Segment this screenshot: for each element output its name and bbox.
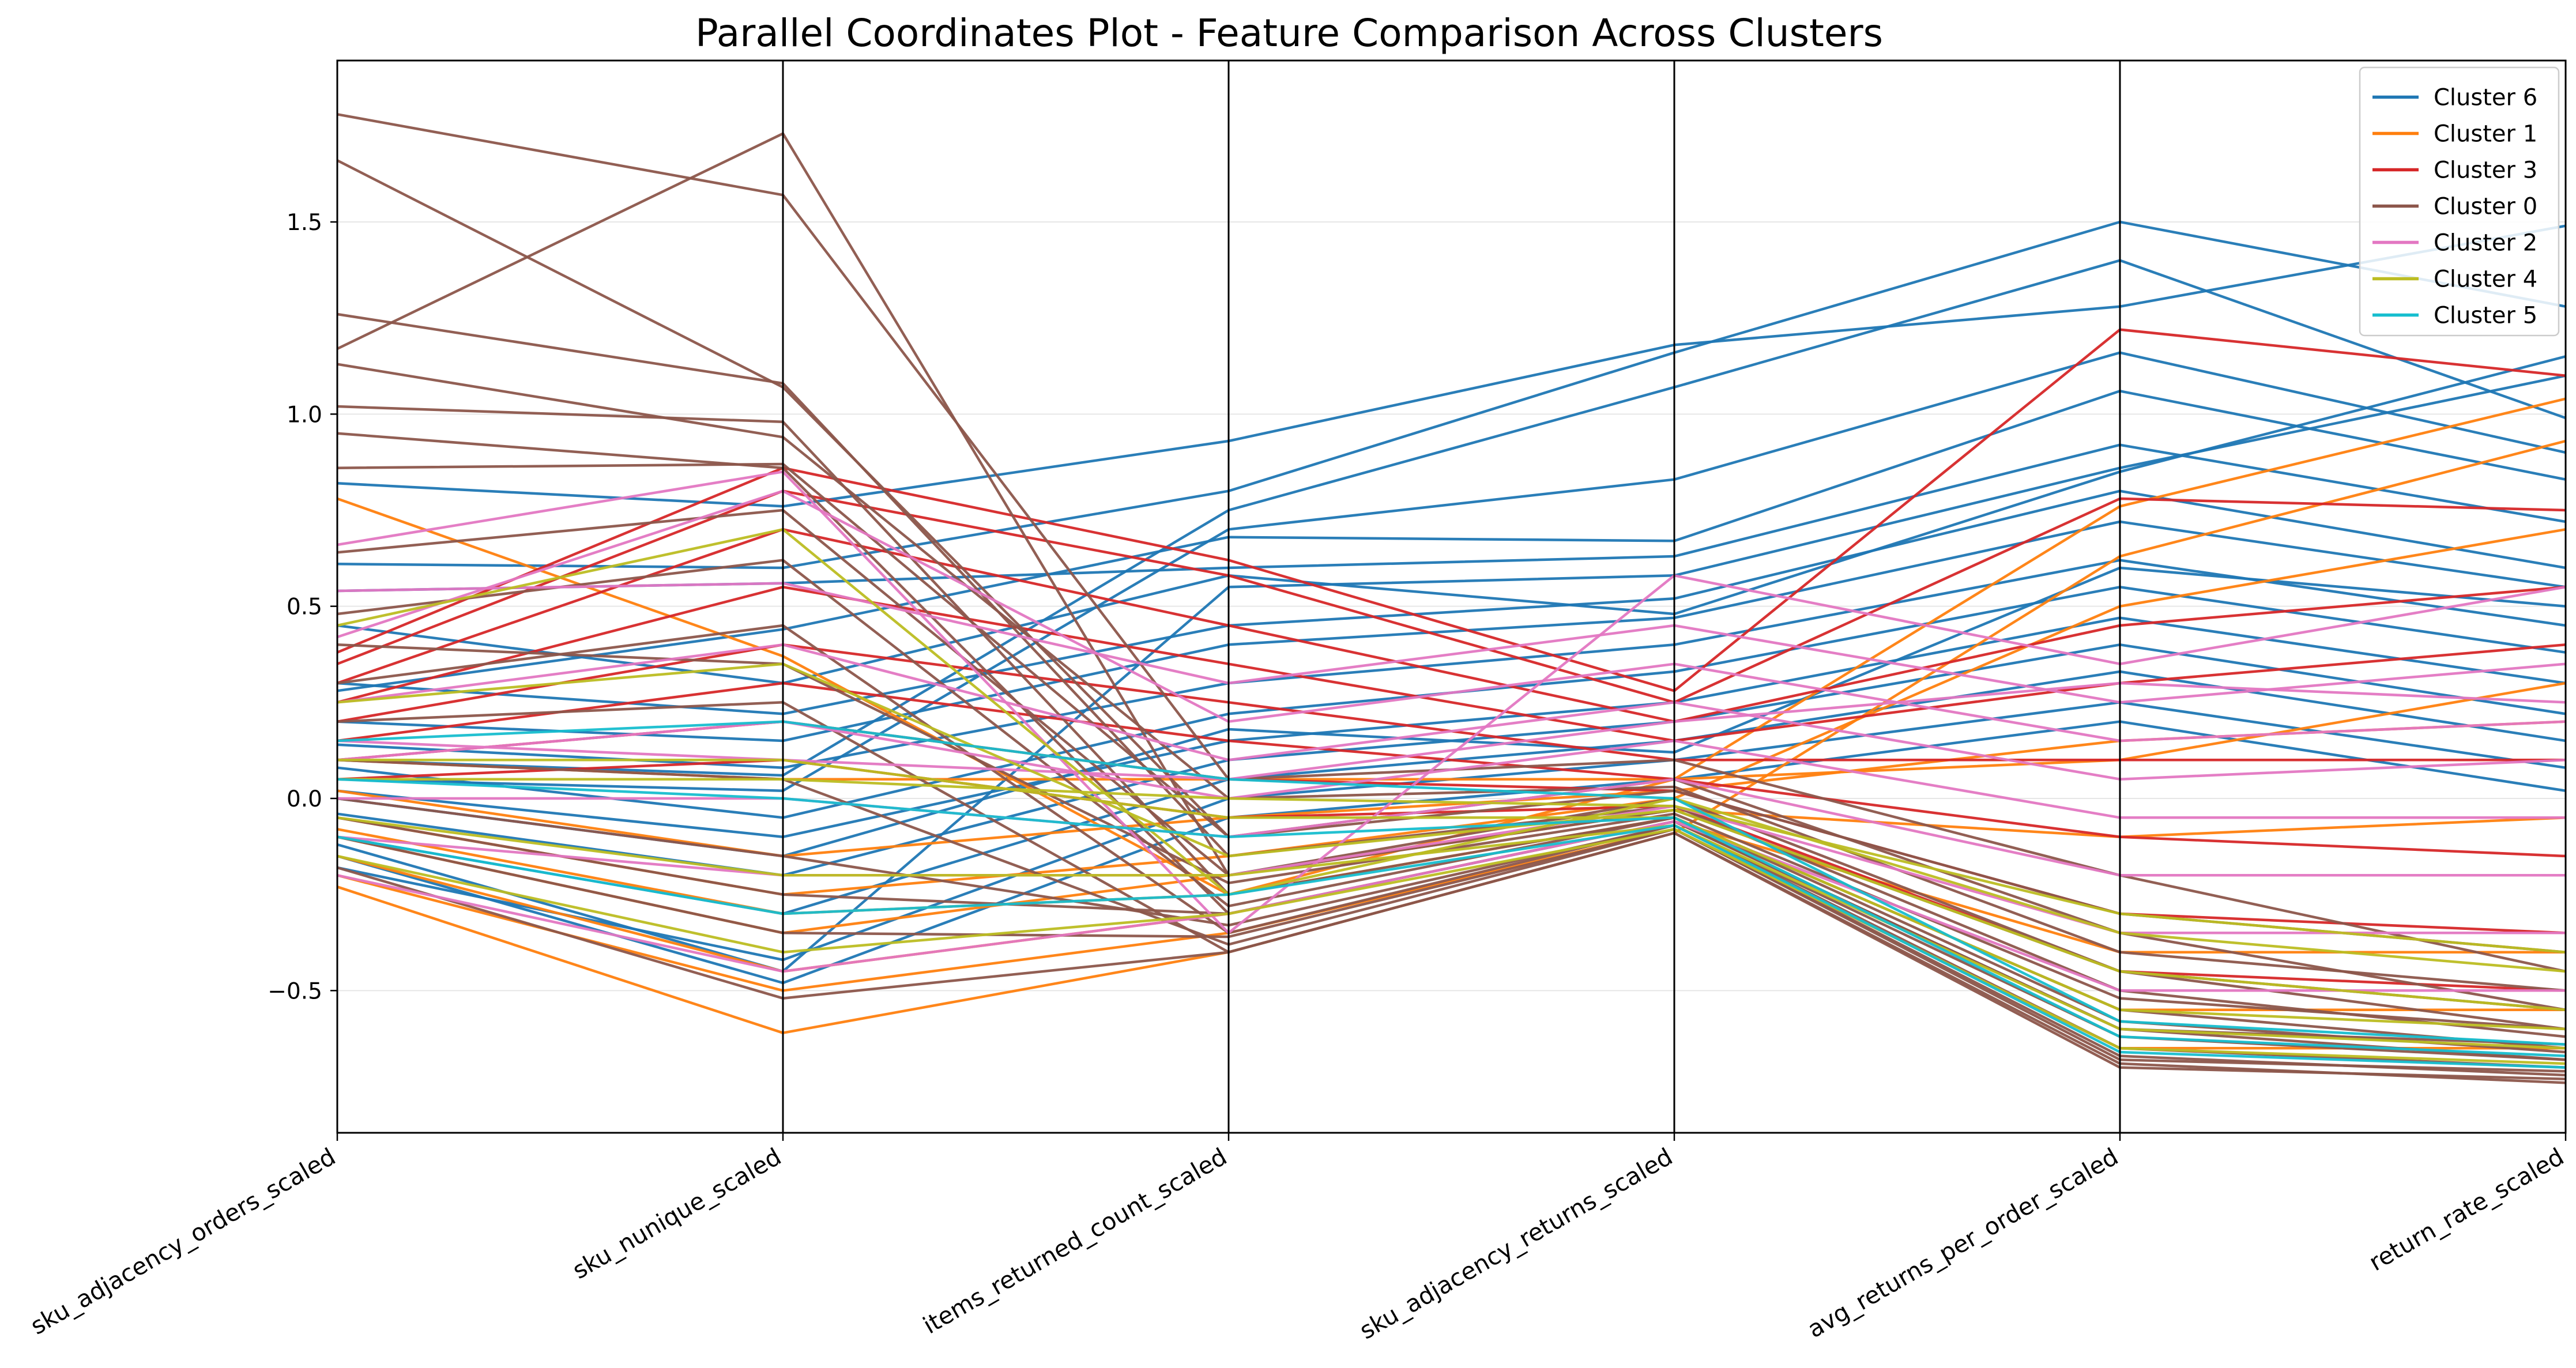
data-line xyxy=(337,720,2566,985)
data-line xyxy=(337,643,2566,781)
legend-label: Cluster 2 xyxy=(2434,230,2537,257)
data-line xyxy=(337,363,2566,992)
data-line xyxy=(337,778,2566,954)
data-line xyxy=(337,831,2566,1080)
y-tick-label: 0.5 xyxy=(287,594,322,620)
data-line xyxy=(337,259,2566,777)
data-line xyxy=(337,586,2566,743)
data-line xyxy=(337,132,2566,1031)
legend-label: Cluster 6 xyxy=(2434,85,2537,111)
data-lines xyxy=(336,113,2566,1084)
data-line xyxy=(337,816,2566,1050)
data-line xyxy=(337,582,2566,704)
data-line xyxy=(337,778,2566,1057)
legend: Cluster 6 Cluster 1 Cluster 3 Cluster 0 Clus… xyxy=(2359,66,2560,337)
data-line xyxy=(337,805,2566,934)
y-tick-label: 0.0 xyxy=(287,786,322,812)
legend-label: Cluster 1 xyxy=(2434,121,2537,148)
series-cluster-4 xyxy=(337,528,2566,1065)
data-line xyxy=(337,528,2566,723)
legend-label: Cluster 0 xyxy=(2434,194,2537,220)
data-line xyxy=(337,470,2566,934)
y-tick-label: 1.5 xyxy=(287,210,322,236)
data-line xyxy=(337,720,2566,819)
legend-label: Cluster 4 xyxy=(2434,266,2537,293)
data-line xyxy=(337,489,2566,704)
data-line xyxy=(337,720,2566,1046)
data-line xyxy=(337,662,2566,1011)
data-line xyxy=(337,390,2566,692)
data-line xyxy=(337,220,2566,570)
chart-title: Parallel Coordinates Plot - Feature Comp… xyxy=(695,11,1883,55)
data-line xyxy=(337,759,2566,1031)
data-line xyxy=(337,759,2566,1077)
legend-label: Cluster 3 xyxy=(2434,157,2537,184)
data-line xyxy=(337,778,2566,877)
data-line xyxy=(337,224,2566,508)
data-line xyxy=(337,828,2566,1050)
data-line xyxy=(337,643,2566,1031)
data-line xyxy=(337,489,2566,715)
data-line xyxy=(337,616,2566,838)
data-line xyxy=(337,405,2566,1050)
data-line xyxy=(337,328,2566,692)
y-tick-label: −0.5 xyxy=(268,978,322,1004)
data-line xyxy=(337,681,2566,781)
data-line xyxy=(337,828,2566,1073)
y-tick-label: 1.0 xyxy=(287,402,322,428)
series-cluster-2 xyxy=(337,470,2566,992)
legend-label: Cluster 5 xyxy=(2434,303,2537,329)
data-line xyxy=(337,355,2566,685)
data-line xyxy=(337,681,2566,858)
data-line xyxy=(337,489,2566,743)
plot-frame xyxy=(336,59,2567,1134)
series-cluster-5 xyxy=(337,720,2566,1069)
data-line xyxy=(337,520,2566,743)
data-line xyxy=(337,824,2566,1069)
data-line xyxy=(337,820,2566,992)
data-line xyxy=(337,312,2566,1038)
data-line xyxy=(337,351,2566,792)
data-line xyxy=(337,759,2566,992)
data-line xyxy=(337,828,2566,1065)
series-cluster-6 xyxy=(337,220,2566,985)
data-line xyxy=(337,528,2566,973)
